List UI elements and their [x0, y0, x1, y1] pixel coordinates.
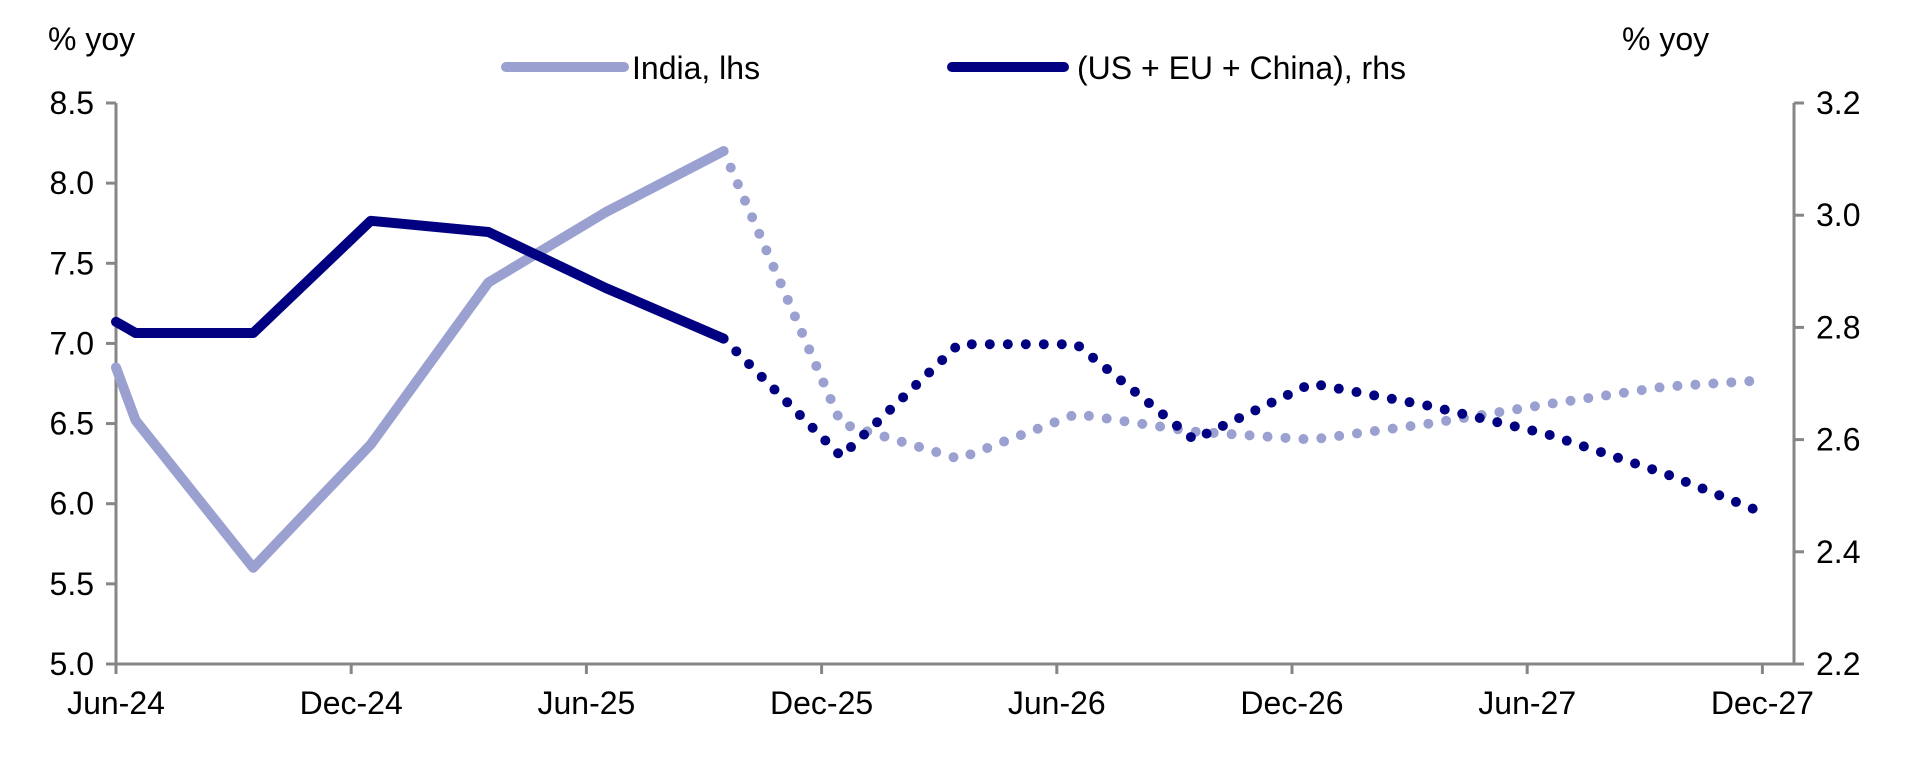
legend-label-india: India, lhs	[632, 50, 760, 86]
left-tick-label: 5.0	[50, 646, 94, 682]
series-0-forecast-line	[718, 146, 1768, 465]
left-tick-label: 6.0	[50, 486, 94, 522]
x-tick-label: Jun-27	[1478, 685, 1576, 721]
series-1-actual-line	[111, 215, 729, 344]
legend-label-aggregate: (US + EU + China), rhs	[1077, 50, 1406, 86]
x-tick-label: Dec-24	[300, 685, 403, 721]
x-tick-label: Dec-25	[770, 685, 873, 721]
legend: India, lhs (US + EU + China), rhs	[501, 50, 1406, 86]
right-tick-label: 2.6	[1816, 422, 1860, 458]
left-tick-label: 8.5	[50, 85, 94, 121]
left-tick-label: 5.5	[50, 566, 94, 602]
x-tick-label: Jun-26	[1008, 685, 1106, 721]
series-1-forecast-line	[718, 333, 1768, 518]
right-tick-label: 2.8	[1816, 309, 1860, 345]
right-tick-label: 3.2	[1816, 85, 1860, 121]
x-tick-label: Jun-24	[67, 685, 165, 721]
x-tick-label: Jun-25	[537, 685, 635, 721]
x-tick-label: Dec-27	[1711, 685, 1814, 721]
x-tick-label: Dec-26	[1240, 685, 1343, 721]
right-tick-label: 2.4	[1816, 534, 1860, 570]
right-tick-label: 2.2	[1816, 646, 1860, 682]
left-tick-label: 7.0	[50, 325, 94, 361]
left-tick-label: 7.5	[50, 245, 94, 281]
right-tick-label: 3.0	[1816, 197, 1860, 233]
left-tick-label: 8.0	[50, 165, 94, 201]
right-axis-label: % yoy	[1622, 21, 1709, 57]
left-tick-label: 6.5	[50, 406, 94, 442]
left-axis-label: % yoy	[48, 21, 135, 57]
series-0-actual-line	[111, 146, 729, 573]
